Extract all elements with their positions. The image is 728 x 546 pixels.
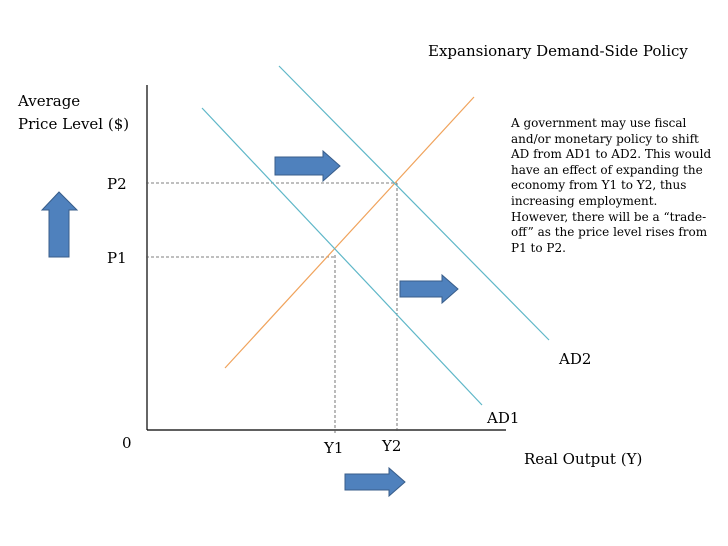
- as-curve: [224, 96, 475, 369]
- output-increase-arrow: [344, 466, 406, 498]
- price-increase-arrow: [40, 191, 79, 258]
- p1-label: P1: [107, 249, 127, 267]
- ad1-curve: [201, 107, 483, 406]
- y-axis-label-line1: Average: [18, 92, 81, 110]
- origin-label: 0: [122, 434, 132, 452]
- diagram-title: Expansionary Demand-Side Policy: [428, 42, 688, 60]
- y-axis-label: Average Price Level ($): [18, 90, 129, 136]
- policy-description: A government may use fiscal and/or monet…: [511, 116, 712, 255]
- ad2-label: AD2: [559, 350, 592, 368]
- p2-label: P2: [107, 175, 127, 193]
- shift-right-arrow-top: [274, 149, 341, 183]
- y1-label: Y1: [324, 439, 344, 457]
- shift-right-arrow-middle: [399, 273, 459, 305]
- y-axis-label-line2: Price Level ($): [18, 115, 130, 133]
- ad2-curve: [278, 65, 550, 341]
- ad1-label: AD1: [487, 409, 520, 427]
- x-axis-label: Real Output (Y): [524, 450, 643, 468]
- y2-label: Y2: [382, 437, 402, 455]
